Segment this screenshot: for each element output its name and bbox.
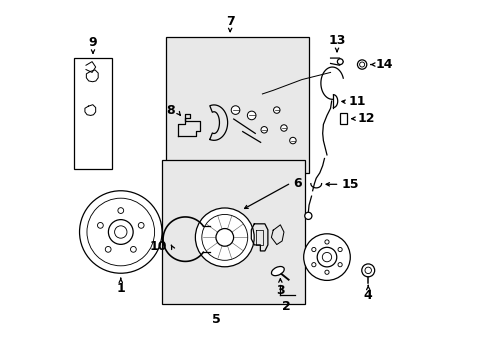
- Circle shape: [289, 137, 296, 144]
- Circle shape: [337, 59, 343, 64]
- Circle shape: [273, 107, 280, 113]
- Circle shape: [105, 247, 111, 252]
- Text: 4: 4: [363, 289, 372, 302]
- Circle shape: [304, 212, 311, 220]
- Text: 13: 13: [327, 34, 345, 47]
- Circle shape: [231, 106, 239, 114]
- Circle shape: [317, 247, 336, 267]
- Bar: [339, 113, 346, 124]
- Text: 10: 10: [150, 240, 167, 253]
- Circle shape: [280, 125, 286, 131]
- Text: 6: 6: [292, 177, 301, 190]
- Circle shape: [311, 262, 315, 267]
- Circle shape: [108, 220, 133, 244]
- Ellipse shape: [271, 266, 284, 276]
- Text: 11: 11: [348, 95, 365, 108]
- Text: 9: 9: [88, 36, 97, 49]
- Circle shape: [97, 222, 103, 228]
- Circle shape: [118, 208, 123, 213]
- Text: 15: 15: [341, 178, 358, 191]
- Bar: [165, 37, 308, 173]
- Bar: [162, 160, 305, 304]
- Circle shape: [114, 226, 127, 238]
- Circle shape: [359, 62, 364, 67]
- Circle shape: [324, 240, 328, 244]
- Circle shape: [261, 127, 267, 133]
- Circle shape: [337, 262, 342, 267]
- Text: 12: 12: [357, 112, 374, 125]
- Circle shape: [80, 191, 162, 273]
- Circle shape: [138, 222, 144, 228]
- Text: 14: 14: [375, 58, 392, 71]
- Text: 1: 1: [116, 282, 125, 295]
- Circle shape: [357, 60, 366, 69]
- Text: 7: 7: [225, 15, 234, 28]
- Circle shape: [361, 264, 374, 277]
- Circle shape: [364, 267, 371, 274]
- Circle shape: [303, 234, 349, 280]
- Bar: [74, 58, 112, 169]
- Text: 5: 5: [212, 313, 221, 326]
- Circle shape: [216, 229, 233, 246]
- Circle shape: [324, 270, 328, 274]
- Text: 3: 3: [276, 284, 284, 297]
- Text: 2: 2: [282, 300, 290, 313]
- Circle shape: [311, 247, 315, 252]
- Circle shape: [195, 208, 254, 267]
- Circle shape: [247, 111, 255, 120]
- Circle shape: [322, 252, 331, 262]
- Text: 8: 8: [165, 104, 174, 117]
- Circle shape: [337, 247, 342, 252]
- Circle shape: [130, 247, 136, 252]
